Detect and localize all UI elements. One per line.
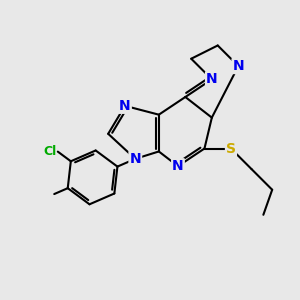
- Text: N: N: [206, 72, 218, 86]
- Text: Cl: Cl: [43, 145, 56, 158]
- Text: S: S: [226, 142, 236, 155]
- Text: N: N: [130, 152, 141, 166]
- Text: N: N: [119, 99, 131, 113]
- Text: N: N: [232, 59, 244, 73]
- Text: N: N: [172, 159, 184, 173]
